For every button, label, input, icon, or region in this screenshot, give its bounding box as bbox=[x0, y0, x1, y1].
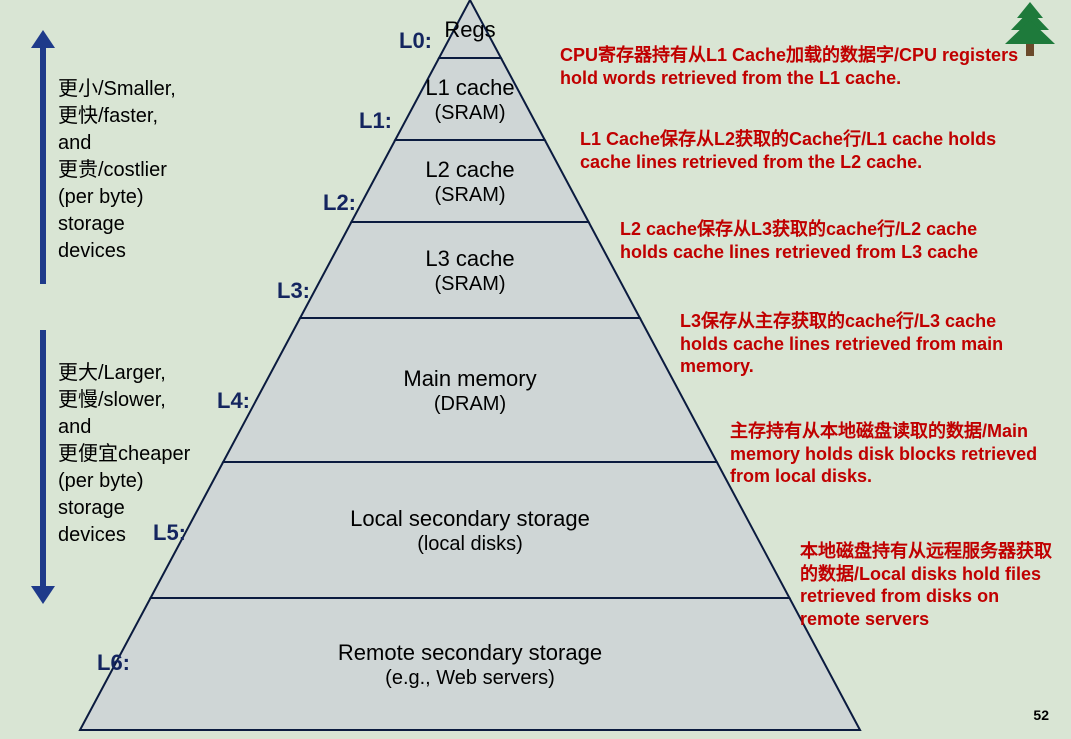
svg-text:Remote secondary storage: Remote secondary storage bbox=[338, 640, 602, 665]
level-label-L0: L0: bbox=[372, 28, 432, 54]
level-label-L5: L5: bbox=[126, 520, 186, 546]
svg-text:L3 cache: L3 cache bbox=[425, 246, 514, 271]
page-number: 52 bbox=[1033, 707, 1049, 723]
svg-text:Local secondary storage: Local secondary storage bbox=[350, 506, 590, 531]
level-label-L2: L2: bbox=[296, 190, 356, 216]
level-label-L3: L3: bbox=[250, 278, 310, 304]
pyramid-tier-L4: Main memory(DRAM) bbox=[223, 318, 717, 462]
pyramid-tier-L5: Local secondary storage(local disks) bbox=[151, 462, 790, 598]
diagram-stage: 更小/Smaller, 更快/faster, and 更贵/costlier (… bbox=[0, 0, 1071, 739]
level-label-L6: L6: bbox=[70, 650, 130, 676]
level-label-L1: L1: bbox=[332, 108, 392, 134]
svg-text:Regs: Regs bbox=[444, 17, 495, 42]
svg-text:(SRAM): (SRAM) bbox=[434, 102, 505, 124]
svg-text:(e.g., Web servers): (e.g., Web servers) bbox=[385, 667, 555, 689]
annotation-L2: L2 cache保存从L3获取的cache行/L2 cache holds ca… bbox=[620, 218, 1020, 263]
pyramid-tier-L1: L1 cache(SRAM) bbox=[395, 58, 545, 140]
svg-text:(local disks): (local disks) bbox=[417, 533, 523, 555]
pyramid-tier-L6: Remote secondary storage(e.g., Web serve… bbox=[80, 598, 860, 730]
annotation-L5: 本地磁盘持有从远程服务器获取的数据/Local disks hold files… bbox=[800, 540, 1060, 630]
annotation-L1: L1 Cache保存从L2获取的Cache行/L1 cache holds ca… bbox=[580, 128, 1020, 173]
level-label-L4: L4: bbox=[190, 388, 250, 414]
svg-text:L1 cache: L1 cache bbox=[425, 75, 514, 100]
svg-text:(SRAM): (SRAM) bbox=[434, 273, 505, 295]
svg-text:(DRAM): (DRAM) bbox=[434, 393, 506, 415]
pyramid-tier-L3: L3 cache(SRAM) bbox=[300, 222, 640, 318]
pyramid-tier-L2: L2 cache(SRAM) bbox=[351, 140, 588, 222]
annotation-L0: CPU寄存器持有从L1 Cache加载的数据字/CPU registers ho… bbox=[560, 44, 1040, 89]
annotation-L4: 主存持有从本地磁盘读取的数据/Main memory holds disk bl… bbox=[730, 420, 1050, 488]
svg-text:L2 cache: L2 cache bbox=[425, 157, 514, 182]
annotation-L3: L3保存从主存获取的cache行/L3 cache holds cache li… bbox=[680, 310, 1040, 378]
svg-text:(SRAM): (SRAM) bbox=[434, 184, 505, 206]
svg-text:Main memory: Main memory bbox=[403, 366, 536, 391]
pyramid-tier-L0: Regs bbox=[439, 0, 501, 58]
